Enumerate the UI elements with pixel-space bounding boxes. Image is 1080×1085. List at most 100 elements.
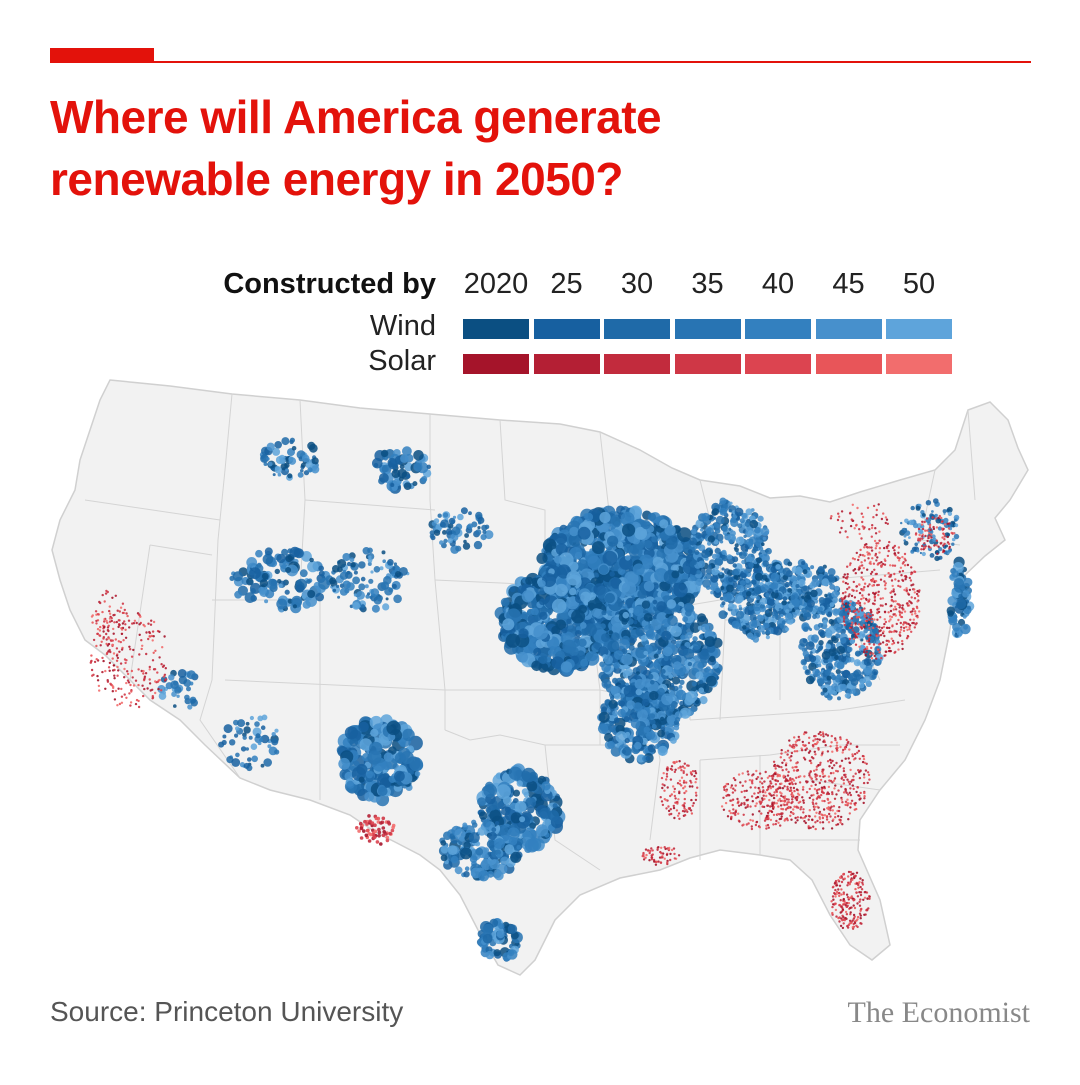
wind-site — [329, 577, 336, 584]
wind-site — [653, 557, 664, 568]
wind-site — [771, 584, 776, 589]
solar-site — [865, 654, 867, 656]
solar-site — [903, 630, 905, 632]
wind-site — [731, 517, 735, 521]
wind-site — [644, 581, 655, 592]
solar-site — [873, 569, 875, 571]
wind-site — [519, 816, 525, 822]
wind-site — [661, 631, 671, 641]
wind-site — [281, 549, 288, 556]
wind-site — [836, 627, 842, 633]
wind-site — [764, 623, 770, 629]
wind-site — [641, 520, 650, 529]
wind-site — [475, 848, 483, 856]
wind-site — [776, 564, 781, 569]
wind-site — [601, 706, 607, 712]
wind-site — [516, 845, 521, 850]
wind-site — [756, 600, 759, 603]
wind-site — [753, 636, 760, 643]
wind-site — [667, 599, 676, 608]
solar-site — [913, 570, 915, 572]
wind-site — [368, 558, 373, 563]
solar-site — [910, 584, 912, 586]
wind-site — [815, 650, 819, 654]
wind-site — [307, 467, 312, 472]
wind-site — [771, 573, 780, 582]
wind-site — [829, 619, 834, 624]
solar-site — [891, 638, 893, 640]
wind-site — [835, 586, 840, 591]
wind-site — [361, 604, 365, 608]
wind-site — [766, 635, 770, 639]
wind-site — [344, 581, 347, 584]
solar-site — [906, 637, 908, 639]
wind-site — [722, 526, 728, 532]
wind-site — [607, 709, 611, 713]
wind-site — [243, 726, 250, 733]
wind-site — [241, 746, 246, 751]
wind-site — [642, 601, 650, 609]
wind-site — [631, 714, 635, 718]
wind-site — [824, 594, 827, 597]
wind-site — [706, 666, 711, 671]
wind-site — [495, 821, 499, 825]
wind-site — [486, 951, 494, 959]
solar-site — [851, 617, 853, 619]
wind-site — [811, 579, 819, 587]
wind-site — [680, 635, 685, 640]
solar-site — [849, 604, 851, 606]
solar-site — [914, 626, 916, 628]
wind-site — [336, 585, 339, 588]
wind-site — [689, 538, 697, 546]
wind-site — [548, 649, 555, 656]
wind-site — [400, 464, 405, 469]
wind-site — [300, 469, 303, 472]
wind-site — [700, 528, 703, 531]
wind-site — [601, 633, 610, 642]
solar-site — [894, 651, 896, 653]
wind-site — [365, 584, 369, 588]
wind-site — [612, 678, 618, 684]
wind-site — [651, 536, 657, 542]
solar-site — [862, 597, 864, 599]
solar-site — [880, 561, 882, 563]
solar-site — [863, 651, 865, 653]
wind-site — [720, 540, 723, 543]
wind-site — [726, 585, 734, 593]
wind-site — [748, 554, 751, 557]
solar-site — [874, 593, 876, 595]
solar-site — [844, 591, 846, 593]
wind-site — [233, 571, 243, 581]
wind-site — [644, 613, 653, 622]
solar-site — [866, 617, 868, 619]
wind-site — [775, 590, 778, 593]
wind-site — [168, 674, 174, 680]
wind-site — [359, 722, 369, 732]
solar-site — [892, 585, 894, 587]
solar-site — [904, 610, 906, 612]
solar-site — [869, 615, 871, 617]
wind-site — [501, 598, 510, 607]
wind-site — [818, 664, 821, 667]
wind-site — [762, 631, 766, 635]
wind-site — [279, 584, 283, 588]
wind-site — [746, 591, 751, 596]
wind-site — [302, 455, 310, 463]
wind-site — [509, 767, 522, 780]
wind-site — [510, 586, 516, 592]
solar-site — [890, 610, 892, 612]
wind-site — [722, 567, 725, 570]
wind-site — [413, 450, 424, 461]
wind-site — [818, 646, 823, 651]
wind-site — [388, 458, 398, 468]
solar-site — [848, 608, 850, 610]
wind-site — [496, 864, 507, 875]
wind-site — [443, 539, 447, 543]
solar-site — [856, 590, 858, 592]
wind-site — [661, 693, 673, 705]
wind-site — [250, 716, 254, 720]
wind-site — [448, 538, 453, 543]
wind-site — [734, 575, 738, 579]
wind-site — [743, 535, 746, 538]
